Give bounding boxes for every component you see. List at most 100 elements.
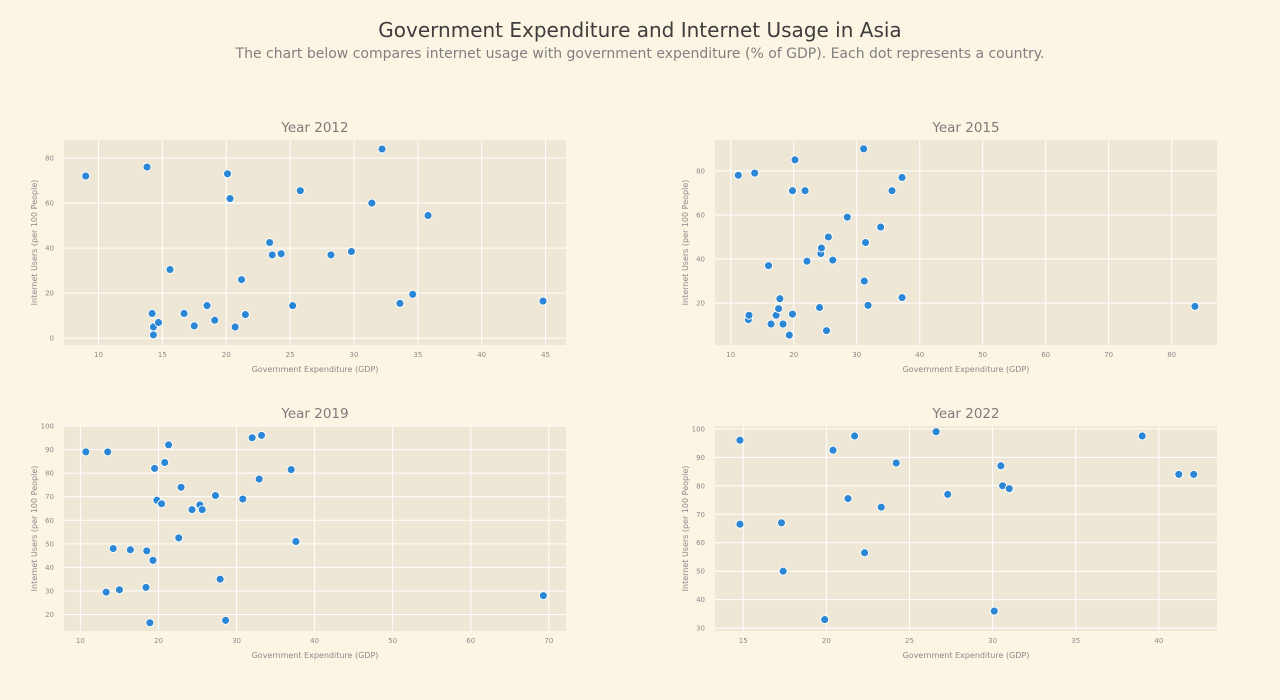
data-point [828,445,838,455]
y-tick-label: 80 [45,470,54,478]
y-tick-label: 40 [696,596,705,604]
data-point [778,566,788,576]
data-point [766,319,776,329]
y-tick-label: 50 [45,540,54,548]
data-point [141,582,151,592]
data-point [423,211,433,220]
data-point [157,499,167,509]
data-point [996,461,1006,471]
data-point [897,173,907,182]
x-tick-label: 40 [310,637,319,645]
data-point [828,255,838,265]
data-point [1137,431,1147,441]
x-tick-label: 45 [541,351,550,359]
plot-area [715,426,1217,631]
data-point [142,162,152,172]
x-tick-label: 25 [286,351,295,359]
data-point [276,249,286,259]
data-point [174,533,184,543]
scatter-panel-3: 10 20 30 40 50 60 70 20 30 40 50 60 70 80 90 100 Year 20… [30,406,566,660]
data-point [148,555,158,565]
data-point [247,433,257,443]
y-tick-label: 20 [45,290,54,298]
data-point [197,505,207,515]
data-point [81,447,91,457]
x-tick-label: 30 [852,351,861,359]
y-tick-label: 40 [45,564,54,572]
data-point [164,440,174,450]
data-point [778,319,788,329]
x-tick-label: 70 [1104,351,1113,359]
data-point [790,155,800,165]
data-point [257,430,266,440]
data-point [822,326,831,336]
y-tick-label: 40 [45,245,54,253]
panel-title: Year 2022 [931,406,999,422]
x-axis-label: Government Expenditure (GDP) [903,651,1030,660]
x-tick-label: 25 [905,637,914,645]
y-axis-label: Internet Users (per 100 People) [681,466,690,592]
x-tick-label: 40 [1154,637,1163,645]
data-point [860,548,870,558]
x-tick-label: 10 [726,351,735,359]
scatter-panel-1: 10 15 20 25 30 35 40 45 0 20 40 60 80 Year 2012 Govern… [30,120,566,374]
data-point [145,618,155,628]
data-point [784,330,794,340]
data-point [165,265,175,274]
y-tick-label: 70 [696,511,705,519]
data-point [377,144,387,154]
y-tick-label: 80 [45,155,54,163]
x-tick-label: 30 [988,637,997,645]
data-point [733,170,743,180]
y-axis-label: Internet Users (per 100 People) [30,466,39,592]
y-tick-label: 80 [696,167,705,175]
data-point [267,250,277,260]
data-point [1190,301,1200,311]
scatter-panel-4: 15 20 25 30 35 40 30 40 50 60 70 80 90 100 Year 2022 Go… [681,406,1217,660]
data-point [408,289,418,299]
data-point [887,186,897,196]
data-point [240,310,250,320]
x-tick-label: 20 [822,637,831,645]
data-point [147,309,157,318]
data-point [897,293,907,303]
x-axis-label: Government Expenditure (GDP) [903,365,1030,374]
x-tick-label: 15 [158,351,167,359]
data-point [820,615,830,625]
data-point [346,247,356,256]
data-point [802,256,812,266]
data-point [187,505,197,515]
x-tick-label: 20 [154,637,163,645]
data-point [160,458,170,467]
data-point [103,447,113,457]
x-tick-label: 35 [1071,637,1080,645]
data-point [538,296,548,306]
x-tick-label: 15 [739,637,748,645]
data-point [238,494,248,504]
data-point [211,491,220,500]
data-point [859,144,869,154]
x-tick-label: 35 [413,351,422,359]
data-point [1004,484,1014,494]
data-point [750,168,760,178]
data-point [815,303,825,312]
data-point [800,186,810,196]
panel-title: Year 2019 [280,406,348,422]
data-point [237,275,247,285]
data-point [210,315,220,325]
data-point [395,298,405,308]
data-point [774,304,784,314]
x-tick-label: 70 [544,637,553,645]
data-point [989,606,999,616]
data-point [735,435,745,445]
data-point [891,458,901,468]
data-point [265,238,275,247]
scatter-panel-2: 10 20 30 40 50 60 70 80 20 40 60 80 Year 2015 Governm… [681,120,1217,374]
y-tick-label: 60 [45,200,54,208]
x-tick-label: 40 [915,351,924,359]
data-point [179,309,189,318]
data-point [788,186,797,196]
y-tick-label: 60 [45,517,54,525]
panel-title: Year 2012 [280,120,348,136]
